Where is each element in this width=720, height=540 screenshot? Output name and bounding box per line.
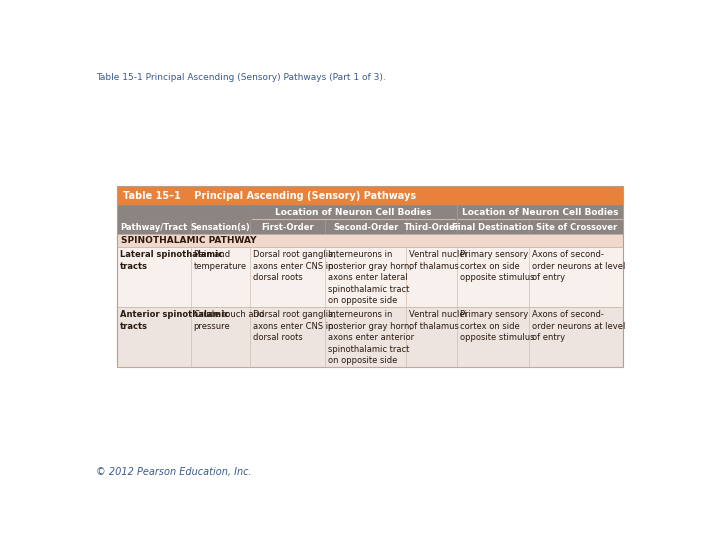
Text: Pathway/Tract: Pathway/Tract xyxy=(120,223,187,232)
Bar xyxy=(251,220,325,234)
Bar xyxy=(191,220,251,234)
Bar xyxy=(117,247,624,307)
Text: © 2012 Pearson Education, Inc.: © 2012 Pearson Education, Inc. xyxy=(96,467,252,477)
Text: Crude touch and
pressure: Crude touch and pressure xyxy=(194,310,264,331)
Text: Table 15-1 Principal Ascending (Sensory) Pathways (Part 1 of 3).: Table 15-1 Principal Ascending (Sensory)… xyxy=(96,72,386,82)
Text: Primary sensory
cortex on side
opposite stimulus: Primary sensory cortex on side opposite … xyxy=(460,310,534,342)
Bar xyxy=(117,234,624,247)
Bar xyxy=(406,220,456,234)
Text: Table 15–1    Principal Ascending (Sensory) Pathways: Table 15–1 Principal Ascending (Sensory)… xyxy=(122,191,415,201)
Text: Location of Neuron Cell Bodies: Location of Neuron Cell Bodies xyxy=(275,208,432,217)
Bar xyxy=(117,186,624,205)
Text: SPINOTHALAMIC PATHWAY: SPINOTHALAMIC PATHWAY xyxy=(121,236,256,245)
Text: Primary sensory
cortex on side
opposite stimulus: Primary sensory cortex on side opposite … xyxy=(460,251,534,282)
Text: Dorsal root ganglia;
axons enter CNS in
dorsal roots: Dorsal root ganglia; axons enter CNS in … xyxy=(253,251,336,282)
Bar xyxy=(325,220,406,234)
Text: Third-Order: Third-Order xyxy=(403,223,459,232)
Text: Interneurons in
posterior gray horn;
axons enter anterior
spinothalamic tract
on: Interneurons in posterior gray horn; axo… xyxy=(328,310,414,365)
Text: Dorsal root ganglia;
axons enter CNS in
dorsal roots: Dorsal root ganglia; axons enter CNS in … xyxy=(253,310,336,342)
Bar xyxy=(529,220,624,234)
Text: Pain and
temperature: Pain and temperature xyxy=(194,251,247,271)
Bar xyxy=(117,186,624,367)
Bar xyxy=(251,205,456,220)
Text: First-Order: First-Order xyxy=(261,223,314,232)
Bar xyxy=(456,205,624,220)
Text: Location of Neuron Cell Bodies: Location of Neuron Cell Bodies xyxy=(462,208,618,217)
Bar xyxy=(117,205,251,220)
Text: Axons of second-
order neurons at level
of entry: Axons of second- order neurons at level … xyxy=(532,251,626,282)
Text: Interneurons in
posterior gray horn;
axons enter lateral
spinothalamic tract
on : Interneurons in posterior gray horn; axo… xyxy=(328,251,413,305)
Bar xyxy=(117,220,191,234)
Text: Sensation(s): Sensation(s) xyxy=(191,223,251,232)
Bar xyxy=(117,307,624,367)
Text: Lateral spinothalamic
tracts: Lateral spinothalamic tracts xyxy=(120,251,223,271)
Text: Ventral nuclei
of thalamus: Ventral nuclei of thalamus xyxy=(409,251,467,271)
Text: Site of Crossover: Site of Crossover xyxy=(536,223,617,232)
Text: Final Destination: Final Destination xyxy=(452,223,534,232)
Text: Anterior spinothalamic
tracts: Anterior spinothalamic tracts xyxy=(120,310,230,331)
Text: Axons of second-
order neurons at level
of entry: Axons of second- order neurons at level … xyxy=(532,310,626,342)
Bar xyxy=(456,220,529,234)
Text: Second-Order: Second-Order xyxy=(333,223,398,232)
Text: Ventral nuclei
of thalamus: Ventral nuclei of thalamus xyxy=(409,310,467,331)
